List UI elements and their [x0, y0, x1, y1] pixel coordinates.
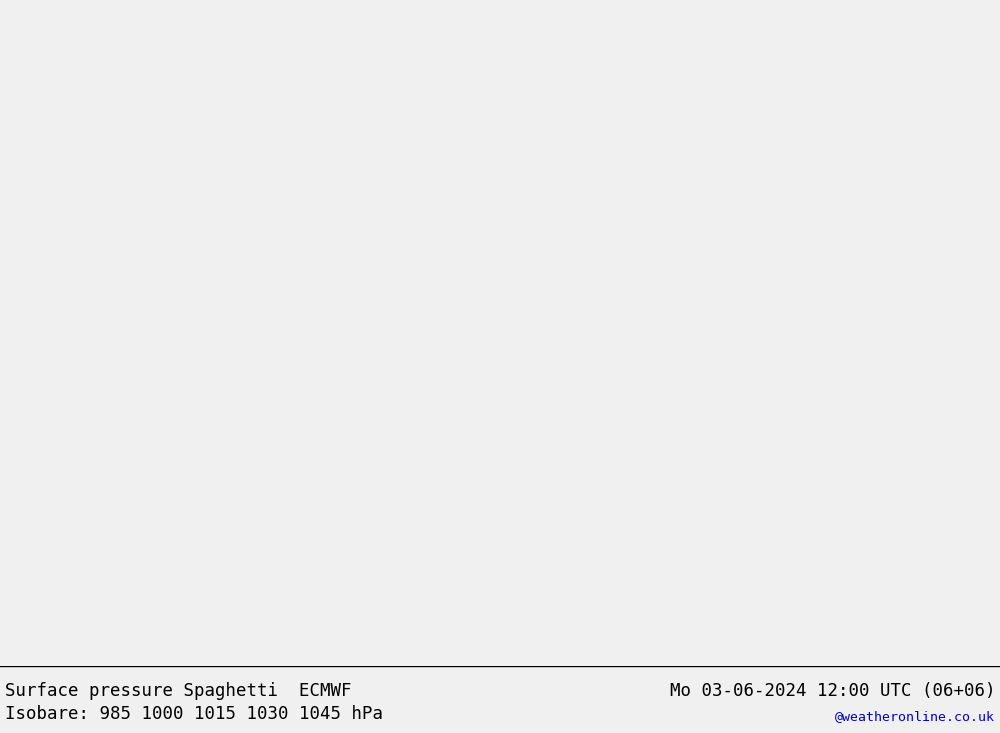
- Text: @weatheronline.co.uk: @weatheronline.co.uk: [835, 710, 995, 723]
- Text: Surface pressure Spaghetti  ECMWF: Surface pressure Spaghetti ECMWF: [5, 682, 352, 701]
- Text: Isobare: 985 1000 1015 1030 1045 hPa: Isobare: 985 1000 1015 1030 1045 hPa: [5, 705, 383, 723]
- Text: Mo 03-06-2024 12:00 UTC (06+06): Mo 03-06-2024 12:00 UTC (06+06): [670, 682, 995, 701]
